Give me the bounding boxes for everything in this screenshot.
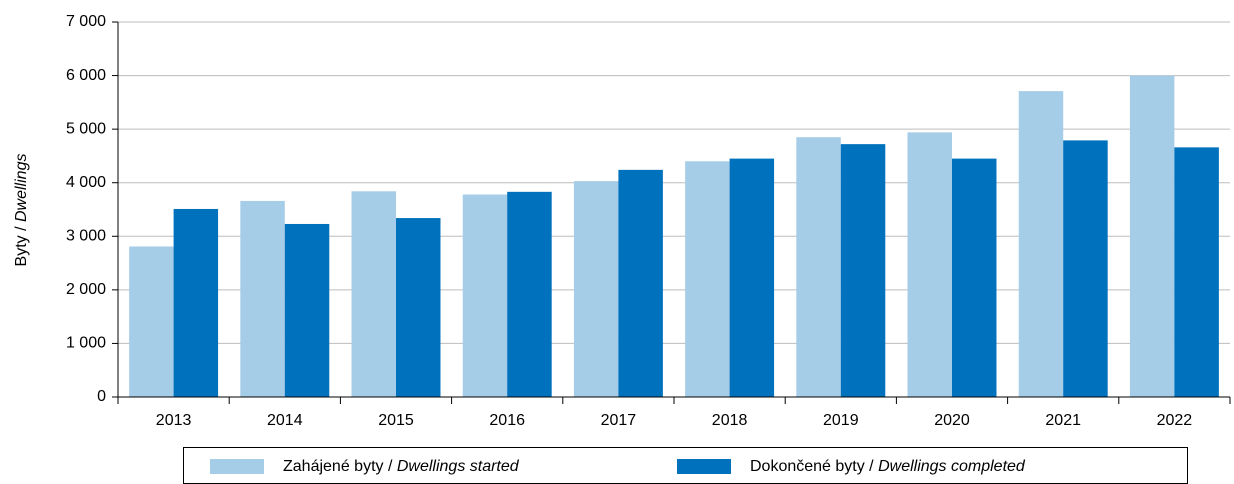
y-tick-label: 7 000	[66, 13, 106, 30]
bar	[1129, 75, 1175, 398]
y-tick-label: 4 000	[66, 174, 106, 191]
bar	[729, 158, 775, 397]
legend-label: Dokončené byty / Dwellings completed	[750, 458, 1026, 475]
x-tick-label: 2014	[267, 412, 303, 429]
bar	[351, 191, 396, 397]
y-tick-label: 1 000	[66, 335, 106, 352]
bar	[240, 200, 285, 397]
x-tick-label: 2020	[934, 412, 970, 429]
x-tick-label: 2017	[601, 412, 637, 429]
x-tick-label: 2016	[489, 412, 525, 429]
bar	[462, 194, 508, 397]
bar	[507, 191, 552, 397]
x-tick-label: 2021	[1045, 412, 1081, 429]
bar	[573, 181, 619, 397]
bar	[129, 246, 174, 397]
bar	[1174, 147, 1219, 397]
y-tick-label: 6 000	[66, 67, 106, 84]
y-tick-label: 5 000	[66, 120, 106, 137]
y-tick-label: 3 000	[66, 228, 106, 245]
bar	[796, 137, 841, 397]
bar	[685, 161, 730, 397]
bar	[284, 223, 330, 397]
bar	[396, 218, 441, 397]
bar	[840, 144, 886, 397]
bar	[1018, 91, 1064, 397]
legend-label: Zahájené byty / Dwellings started	[283, 458, 520, 475]
bar	[907, 132, 952, 397]
legend-swatch	[210, 459, 264, 474]
bar	[173, 208, 219, 397]
legend-swatch	[677, 459, 731, 474]
y-tick-label: 2 000	[66, 281, 106, 298]
y-tick-label: 0	[97, 388, 106, 405]
bar	[952, 158, 997, 397]
y-axis-label: Byty / Dwellings	[13, 154, 30, 267]
x-tick-label: 2018	[712, 412, 748, 429]
x-tick-label: 2013	[156, 412, 192, 429]
x-tick-label: 2019	[823, 412, 859, 429]
bar	[618, 169, 663, 397]
x-tick-label: 2022	[1157, 412, 1193, 429]
bar	[1063, 140, 1108, 397]
x-tick-label: 2015	[378, 412, 414, 429]
